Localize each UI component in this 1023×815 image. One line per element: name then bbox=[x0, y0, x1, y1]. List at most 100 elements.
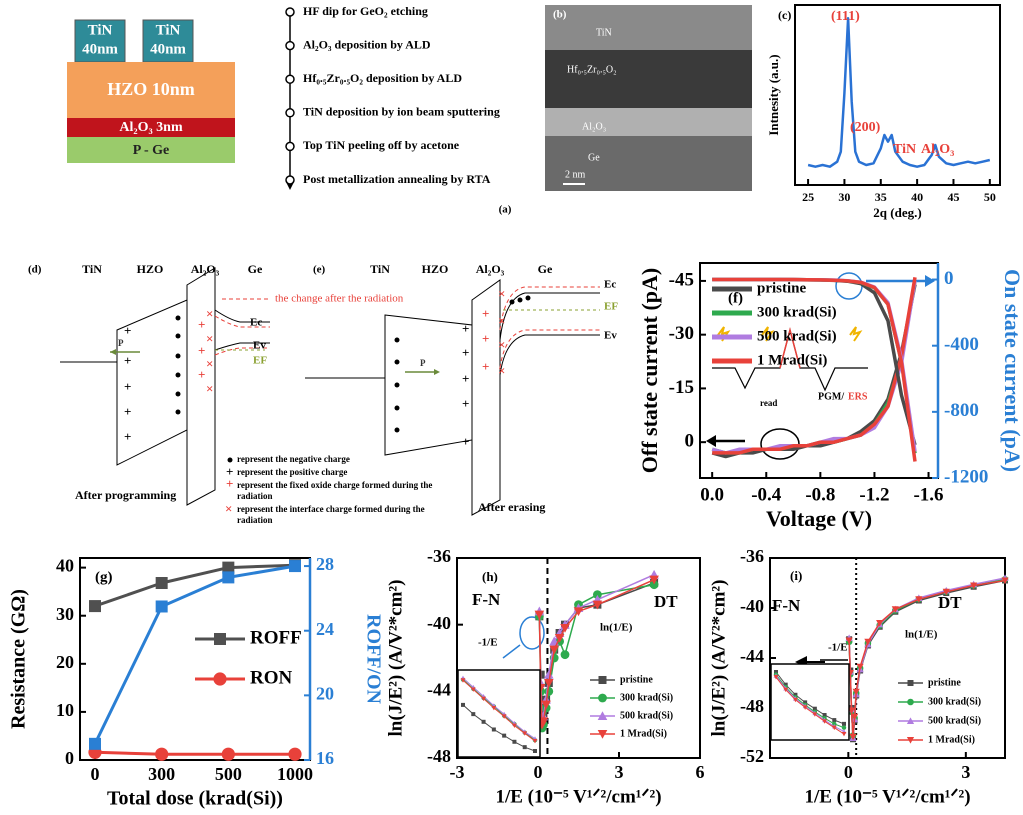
layer-label: 40nm bbox=[82, 41, 118, 57]
data-point bbox=[970, 582, 978, 590]
x-tick-label: 35 bbox=[875, 190, 887, 204]
plus: + bbox=[462, 434, 469, 449]
data-point bbox=[554, 634, 565, 643]
data-point bbox=[915, 596, 923, 603]
annotation: (h) bbox=[482, 569, 498, 584]
layer-label: Ge bbox=[538, 262, 553, 276]
x-tick-label: 30 bbox=[838, 190, 850, 204]
legend-marker bbox=[907, 698, 914, 706]
x-axis-label: Voltage (V) bbox=[766, 506, 872, 531]
inset-frame bbox=[770, 663, 850, 741]
data-point bbox=[544, 679, 554, 688]
layer-label: HZO bbox=[137, 262, 164, 276]
flow-node bbox=[285, 175, 295, 185]
y2-tick-label: -800 bbox=[944, 400, 979, 421]
inset-point bbox=[783, 682, 788, 687]
flow-node bbox=[285, 108, 295, 118]
x-tick-label: -0.8 bbox=[805, 484, 835, 505]
x-tick-label: 3 bbox=[615, 762, 624, 782]
y2-tick-label: -1200 bbox=[944, 466, 988, 487]
layer-label: Al₂O₃ bbox=[582, 121, 606, 132]
data-point bbox=[852, 688, 860, 696]
inset-line bbox=[462, 679, 536, 741]
plus: + bbox=[462, 321, 469, 336]
data-point bbox=[534, 610, 545, 620]
plus: + bbox=[462, 371, 469, 386]
layer-label: HZO bbox=[422, 262, 449, 276]
legend-label: 500 krad(Si) bbox=[757, 328, 837, 344]
annotation: -1/E bbox=[478, 637, 498, 649]
x-tick-label: 0 bbox=[844, 762, 853, 782]
legend-label: 300 krad(Si) bbox=[620, 692, 673, 703]
annotation: ERS bbox=[848, 391, 868, 402]
inset-point bbox=[460, 678, 466, 683]
inset-point bbox=[832, 718, 837, 723]
flow-step: TiN deposition by ion beam sputtering bbox=[303, 105, 500, 119]
flow-step: HF dip for GeO₂ etching bbox=[303, 4, 428, 18]
ec-band bbox=[499, 292, 600, 341]
legend-marker bbox=[907, 680, 914, 686]
inset-point bbox=[812, 706, 817, 711]
annotation: DT bbox=[938, 593, 962, 612]
polarization-label: P bbox=[118, 338, 124, 348]
inset-point bbox=[501, 714, 507, 719]
cross: × bbox=[206, 356, 213, 371]
y2-tick-label: 0 bbox=[944, 268, 954, 289]
series-line bbox=[848, 578, 1006, 737]
legend-marker bbox=[597, 730, 608, 739]
y-tick-label: -48 bbox=[740, 696, 764, 716]
y-axis-label: ln(J/E²) (A/V²*cm²) bbox=[708, 580, 729, 737]
data-point bbox=[538, 717, 549, 727]
data-point bbox=[851, 713, 859, 721]
note: the change after the radiation bbox=[275, 293, 404, 305]
data-point bbox=[89, 600, 101, 613]
polarization-label: P bbox=[420, 358, 426, 368]
al2o3-band bbox=[471, 279, 501, 516]
legend-marker bbox=[598, 693, 607, 703]
ec-shift bbox=[214, 315, 270, 328]
cross: × bbox=[206, 381, 213, 396]
data-point bbox=[593, 590, 602, 600]
x-tick-label: 45 bbox=[947, 190, 959, 204]
layer-label: Ge bbox=[588, 152, 600, 163]
data-point bbox=[876, 620, 884, 627]
plus: + bbox=[124, 323, 131, 338]
cross: × bbox=[206, 331, 213, 346]
key-text: represent the positive charge bbox=[237, 467, 347, 477]
y-tick-label: -48 bbox=[427, 746, 451, 766]
flow-step: Top TiN peeling off by acetone bbox=[303, 138, 460, 152]
cross: × bbox=[206, 306, 213, 321]
cross: × bbox=[498, 313, 505, 328]
x-tick-label: 50 bbox=[984, 190, 996, 204]
data-point bbox=[289, 560, 301, 573]
ec-shift bbox=[499, 286, 600, 331]
plot-frame bbox=[79, 557, 311, 761]
legend-marker bbox=[906, 717, 915, 724]
x-axis-label: 1/E (10⁻⁵ V¹ᐟ²/cm¹ᐟ²) bbox=[495, 786, 661, 807]
series-line bbox=[848, 577, 1006, 739]
data-point bbox=[89, 737, 101, 750]
annotation: (111) bbox=[831, 9, 860, 24]
dot bbox=[175, 353, 181, 359]
annotation: F-N bbox=[472, 590, 501, 609]
inset-point bbox=[841, 725, 847, 730]
legend-label: 1 Mrad(Si) bbox=[928, 734, 975, 745]
legend-label: 1 Mrad(Si) bbox=[757, 352, 827, 368]
inset-point bbox=[522, 745, 527, 750]
plus: + bbox=[482, 306, 489, 321]
inset-point bbox=[812, 712, 818, 717]
y2-tick-label: -400 bbox=[944, 334, 979, 355]
inset-point bbox=[512, 739, 517, 744]
data-point bbox=[155, 600, 168, 613]
x-tick-label: 0 bbox=[91, 764, 100, 784]
data-point bbox=[560, 624, 570, 633]
inset-frame bbox=[457, 669, 541, 758]
band-label: Ec bbox=[604, 279, 616, 291]
annotation: read bbox=[760, 398, 777, 408]
plus: + bbox=[198, 367, 205, 382]
ge-substrate bbox=[67, 137, 235, 163]
annotation: (200) bbox=[850, 120, 881, 135]
charges: + + + + + + + + × × × × bbox=[394, 286, 531, 449]
layer-label: Ge bbox=[248, 262, 263, 276]
